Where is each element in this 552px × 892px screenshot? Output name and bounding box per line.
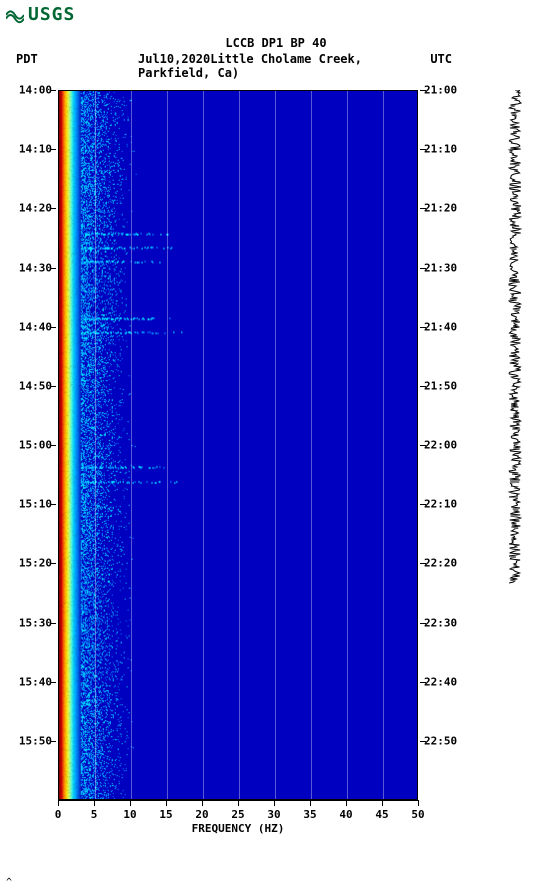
gridline (131, 91, 132, 799)
gridline (239, 91, 240, 799)
y-tick-label: 14:10 (19, 143, 52, 156)
y-tick-label: 15:00 (19, 439, 52, 452)
x-axis: FREQUENCY (HZ) 05101520253035404550 (58, 800, 418, 840)
y-tick-label: 21:40 (424, 320, 457, 333)
x-tick (310, 800, 311, 806)
gridline (275, 91, 276, 799)
x-tick-label: 45 (375, 808, 388, 821)
x-tick (346, 800, 347, 806)
y-tick-label: 22:30 (424, 616, 457, 629)
y-tick-label: 22:50 (424, 734, 457, 747)
gridline (167, 91, 168, 799)
x-tick-label: 5 (91, 808, 98, 821)
y-tick-label: 21:50 (424, 379, 457, 392)
y-tick-label: 22:20 (424, 557, 457, 570)
gridline (95, 91, 96, 799)
y-tick-label: 15:20 (19, 557, 52, 570)
y-tick-label: 14:20 (19, 202, 52, 215)
x-tick (202, 800, 203, 806)
wave-logo-icon (6, 6, 24, 24)
gridline (347, 91, 348, 799)
y-tick-label: 15:40 (19, 675, 52, 688)
y-tick-label: 14:40 (19, 320, 52, 333)
y-tick-label: 22:00 (424, 439, 457, 452)
x-tick-label: 35 (303, 808, 316, 821)
usgs-logo: USGS (6, 4, 75, 25)
x-tick (382, 800, 383, 806)
x-tick (94, 800, 95, 806)
x-tick (166, 800, 167, 806)
x-tick (274, 800, 275, 806)
x-tick (418, 800, 419, 806)
gridline (203, 91, 204, 799)
y-tick-label: 15:50 (19, 734, 52, 747)
y-tick-label: 21:30 (424, 261, 457, 274)
x-tick (58, 800, 59, 806)
y-tick-label: 14:00 (19, 84, 52, 97)
y-axis-left: 14:0014:1014:2014:3014:4014:5015:0015:10… (0, 90, 56, 800)
x-tick-label: 30 (267, 808, 280, 821)
logo-text: USGS (28, 4, 75, 25)
x-tick-label: 10 (123, 808, 136, 821)
x-tick-label: 0 (55, 808, 62, 821)
gridline (311, 91, 312, 799)
x-tick-label: 50 (411, 808, 424, 821)
tz-left-label: PDT (16, 52, 38, 66)
y-axis-right: 21:0021:1021:2021:3021:4021:5022:0022:10… (420, 90, 476, 800)
x-tick-label: 40 (339, 808, 352, 821)
location-label: Jul10,2020Little Cholame Creek, Parkfiel… (138, 52, 414, 80)
x-tick (130, 800, 131, 806)
x-tick-label: 20 (195, 808, 208, 821)
y-tick-label: 22:10 (424, 498, 457, 511)
chart-title: LCCB DP1 BP 40 (0, 36, 552, 50)
y-tick-label: 21:20 (424, 202, 457, 215)
footnote: ^ (6, 877, 12, 888)
seismogram-path (509, 90, 521, 583)
y-tick-label: 21:10 (424, 143, 457, 156)
y-tick-label: 14:50 (19, 379, 52, 392)
gridline (383, 91, 384, 799)
y-tick-label: 22:40 (424, 675, 457, 688)
x-axis-title: FREQUENCY (HZ) (192, 822, 285, 835)
y-tick-label: 15:10 (19, 498, 52, 511)
x-tick (238, 800, 239, 806)
x-tick-label: 25 (231, 808, 244, 821)
spectrogram-canvas (59, 91, 417, 799)
y-tick-label: 15:30 (19, 616, 52, 629)
spectrogram-plot (58, 90, 418, 800)
y-tick-label: 14:30 (19, 261, 52, 274)
seismogram-trace (490, 90, 540, 800)
tz-right-label: UTC (430, 52, 452, 66)
x-tick-label: 15 (159, 808, 172, 821)
y-tick-label: 21:00 (424, 84, 457, 97)
